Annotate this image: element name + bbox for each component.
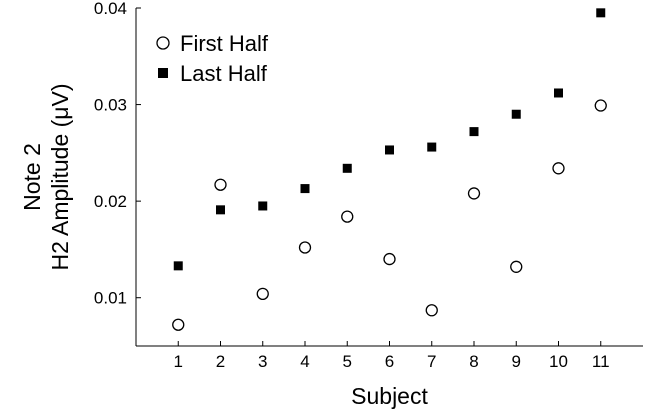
first-half-point bbox=[594, 99, 607, 112]
x-axis-title: Subject bbox=[351, 383, 428, 409]
y-tick-label: 0.01 bbox=[94, 289, 127, 308]
last-half-point bbox=[469, 127, 479, 137]
y-axis-title-line-1: Note 2 bbox=[19, 143, 45, 211]
y-axis-title-line-2: H2 Amplitude (μV) bbox=[47, 83, 73, 270]
legend-label-last-half: Last Half bbox=[180, 61, 268, 86]
legend-label-first-half: First Half bbox=[180, 31, 269, 56]
legend-filled-square-icon bbox=[158, 68, 168, 78]
last-half-point bbox=[385, 145, 394, 155]
first-half-point bbox=[172, 318, 185, 331]
y-ticks: 0.01 0.02 0.03 0.04 bbox=[94, 0, 141, 308]
x-tick-label: 11 bbox=[592, 352, 610, 371]
last-half-point bbox=[258, 201, 268, 211]
first-half-point bbox=[425, 304, 438, 317]
x-tick-label: 6 bbox=[385, 352, 394, 371]
first-half-point bbox=[467, 187, 481, 200]
first-half-point bbox=[510, 260, 523, 273]
last-half-point bbox=[173, 261, 183, 271]
first-half-point bbox=[256, 287, 269, 301]
last-half-point bbox=[596, 8, 606, 18]
x-ticks: 1 2 3 4 5 6 7 8 9 10 11 bbox=[174, 341, 610, 371]
y-tick-label: 0.02 bbox=[94, 192, 127, 211]
x-tick-label: 9 bbox=[512, 352, 521, 371]
x-tick-label: 1 bbox=[174, 352, 183, 371]
axes bbox=[135, 8, 643, 347]
last-half-point bbox=[216, 205, 225, 215]
last-half-point bbox=[511, 109, 521, 119]
x-tick-label: 3 bbox=[258, 352, 267, 371]
first-half-point bbox=[298, 241, 312, 254]
x-tick-label: 10 bbox=[549, 352, 568, 371]
data-points bbox=[172, 8, 607, 331]
x-tick-label: 8 bbox=[469, 352, 478, 371]
x-tick-label: 4 bbox=[300, 352, 309, 371]
first-half-point bbox=[383, 252, 396, 266]
last-half-point bbox=[554, 88, 563, 98]
first-half-point bbox=[341, 210, 354, 223]
x-tick-label: 5 bbox=[343, 352, 352, 371]
last-half-point bbox=[342, 163, 352, 173]
first-half-point bbox=[214, 178, 227, 191]
last-half-point bbox=[300, 184, 310, 194]
legend-open-circle-icon bbox=[156, 36, 170, 50]
last-half-point bbox=[427, 142, 437, 152]
x-tick-label: 7 bbox=[427, 352, 436, 371]
y-tick-label: 0.03 bbox=[94, 96, 127, 115]
first-half-point bbox=[552, 162, 565, 175]
y-axis-title: Note 2 H2 Amplitude (μV) bbox=[19, 83, 73, 270]
legend: First Half Last Half bbox=[156, 31, 269, 86]
x-tick-label: 2 bbox=[216, 352, 225, 371]
y-tick-label: 0.04 bbox=[94, 0, 127, 18]
